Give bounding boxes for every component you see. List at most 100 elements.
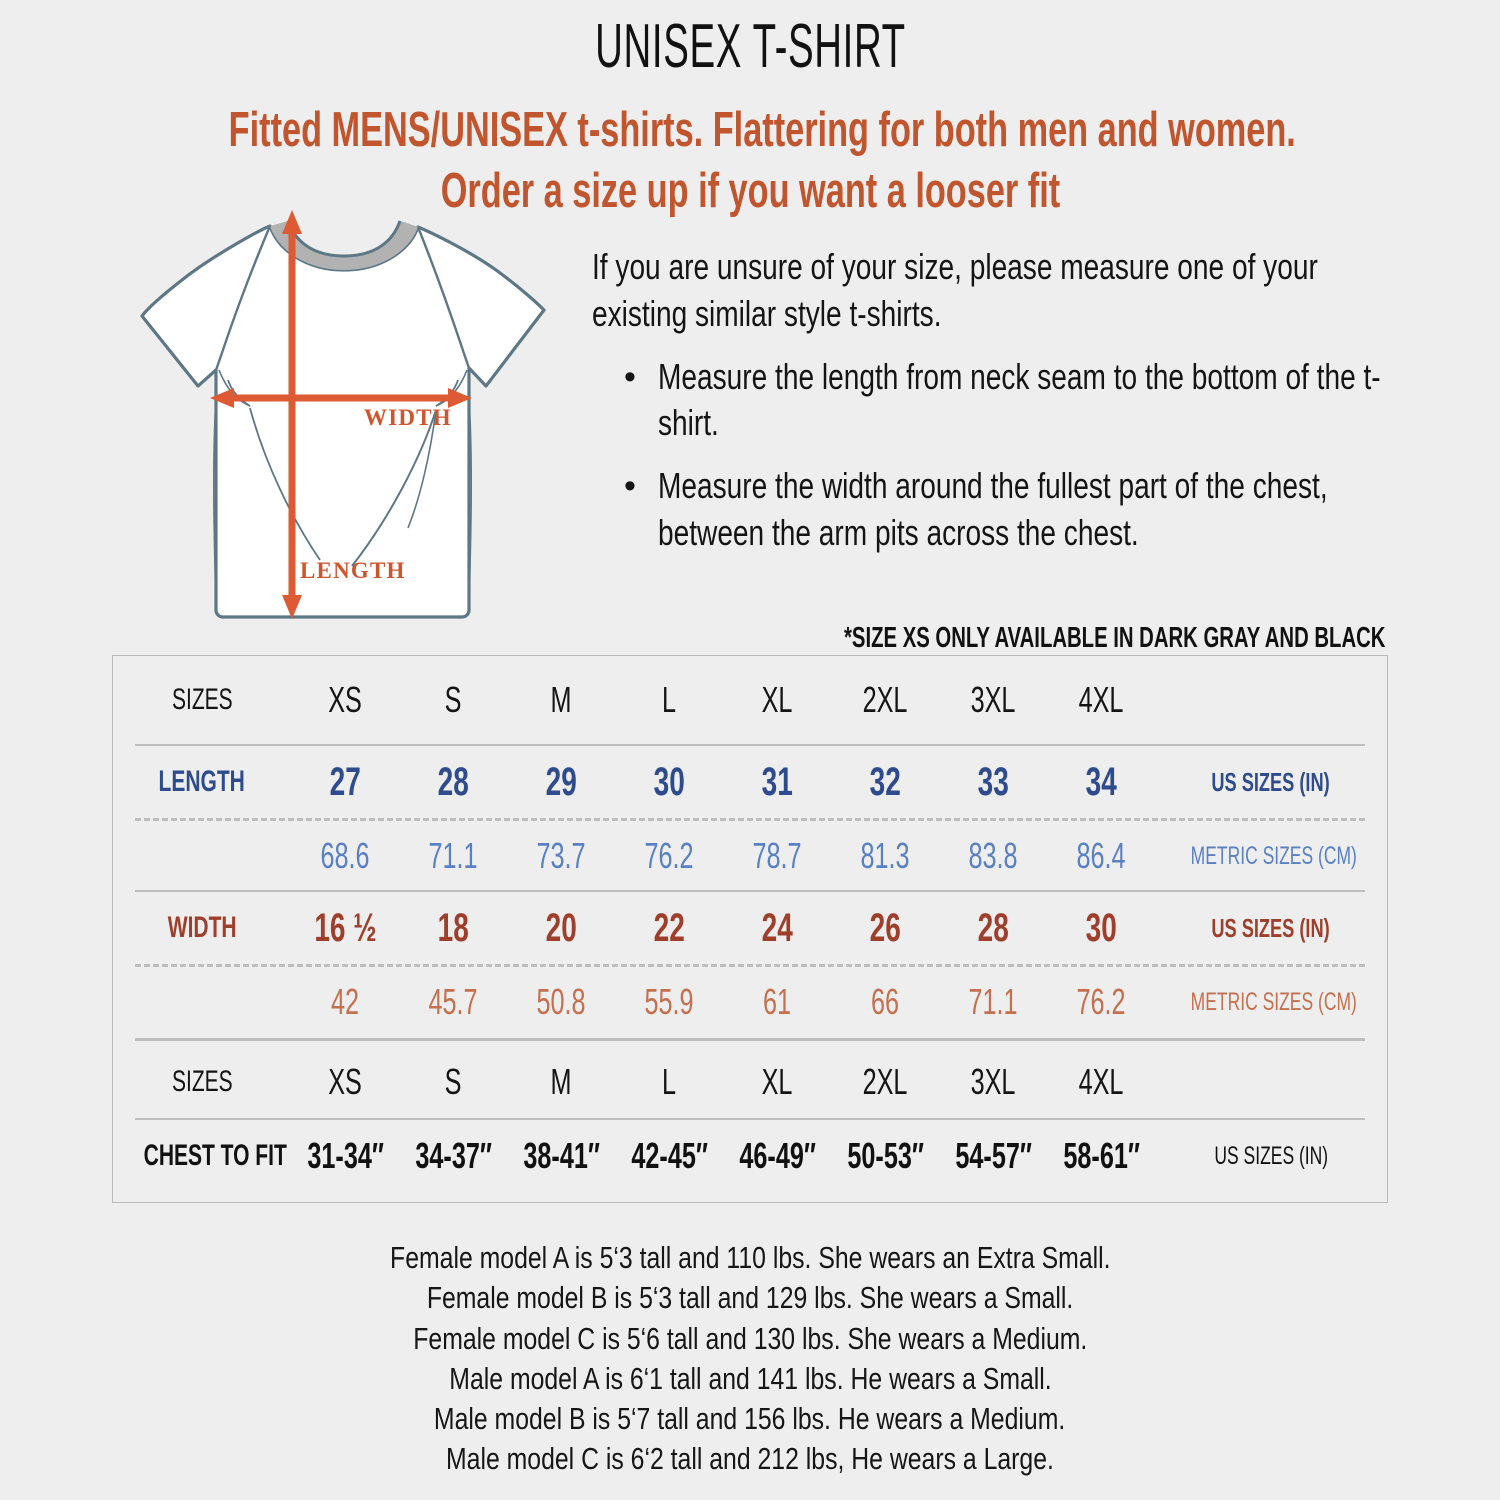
length-us-4xl: 34 [1085,759,1117,804]
length-us-3xl: 33 [977,759,1009,804]
bullet-icon: • [624,467,636,506]
size-col-2xl: 2XL [862,679,908,720]
size-col-l: L [661,679,677,720]
subtitle-line-1: Fitted MENS/UNISEX t-shirts. Flattering … [0,100,1500,161]
page-title: UNISEX T-SHIRT [594,12,906,81]
size-col-m: M [550,679,572,720]
model-note-line: Female model A is 5‘3 tall and 110 lbs. … [389,1240,1111,1275]
chest-xs: 31-34″ [307,1135,384,1176]
length-us-xl: 31 [761,759,793,804]
sizes-header-2-label: SIZES [171,1065,233,1098]
instructions-bullet-1: Measure the length from neck seam to the… [658,355,1381,444]
chest-s: 34-37″ [415,1135,492,1176]
model-note-line: Male model B is 5‘7 tall and 156 lbs. He… [434,1401,1066,1437]
chest-l: 42-45″ [631,1135,708,1176]
model-note-line: Female model B is 5‘3 tall and 129 lbs. … [426,1280,1074,1316]
length-us-unit: US SIZES (IN) [1211,766,1331,797]
subtitle-text-2: Order a size up if you want a looser fit [440,163,1060,218]
width-cm-4xl: 76.2 [1076,981,1126,1022]
width-us-m: 20 [545,905,577,950]
divider-between-length-width [135,890,1365,892]
width-us-3xl: 28 [977,905,1009,950]
page-title-container: UNISEX T-SHIRT [0,14,1500,79]
width-cm-xs: 42 [330,981,360,1022]
bullet-icon: • [624,357,636,396]
divider-before-second-sizes [135,1038,1365,1041]
chest-unit: US SIZES (IN) [1214,1141,1328,1170]
length-cm-s: 71.1 [428,835,478,876]
row-label-length-metric [113,835,291,877]
size-col-s: S [444,679,462,720]
divider-width-dashed [135,964,1365,967]
chest-4xl: 58-61″ [1063,1135,1140,1176]
size2-col-s: S [444,1061,462,1102]
width-cm-l: 55.9 [644,981,694,1022]
length-us-m: 29 [545,759,577,804]
width-us-xs: 16 ½ [313,905,377,950]
table-row-sizes-header: SIZES XS S M L XL 2XL 3XL 4XL [113,664,1387,736]
table-row-chest-to-fit: CHEST TO FIT 31-34″ 34-37″ 38-41″ 42-45″… [113,1120,1387,1192]
measurement-arrows [210,210,472,619]
model-note-line: Male model A is 6‘1 tall and 141 lbs. He… [448,1360,1052,1396]
length-cm-l: 76.2 [644,835,694,876]
model-note-line: Male model C is 6‘2 tall and 212 lbs, He… [446,1441,1054,1477]
subtitle-container: Fitted MENS/UNISEX t-shirts. Flattering … [0,100,1500,222]
width-cm-3xl: 71.1 [968,981,1018,1022]
length-us-2xl: 32 [869,759,901,804]
width-us-2xl: 26 [869,905,901,950]
size2-col-2xl: 2XL [862,1061,908,1102]
size2-col-m: M [550,1061,572,1102]
table-row-length-us: LENGTH 27 28 29 30 31 32 33 34 US SIZES … [113,746,1387,818]
width-us-xl: 24 [761,905,793,950]
chest-m: 38-41″ [523,1135,600,1176]
length-cm-3xl: 83.8 [968,835,1018,876]
size2-col-l: L [661,1061,677,1102]
list-item: • Measure the length from neck seam to t… [624,354,1392,448]
row-label-width-metric [113,981,291,1023]
xs-availability-note: *SIZE XS ONLY AVAILABLE IN DARK GRAY AND… [0,622,1385,655]
length-cm-xl: 78.7 [752,835,802,876]
size-chart-table: SIZES XS S M L XL 2XL 3XL 4XL LENGTH 27 … [112,655,1388,1203]
divider-before-chest [135,1118,1365,1120]
width-us-l: 22 [653,905,685,950]
width-cm-m: 50.8 [536,981,586,1022]
width-cm-xl: 61 [762,981,792,1022]
size-col-xs: XS [328,679,362,720]
size2-col-xl: XL [761,1061,793,1102]
instructions-bullet-list: • Measure the length from neck seam to t… [592,354,1392,557]
table-row-length-metric: 68.6 71.1 73.7 76.2 78.7 81.3 83.8 86.4 … [113,820,1387,892]
sizes-header-label: SIZES [113,683,291,717]
size2-col-xs: XS [328,1061,362,1102]
xs-availability-text: *SIZE XS ONLY AVAILABLE IN DARK GRAY AND… [843,622,1385,654]
length-us-s: 28 [437,759,469,804]
divider-length-dashed [135,818,1365,821]
size-col-xl: XL [761,679,793,720]
length-us-l: 30 [653,759,685,804]
row-label-chest-to-fit: CHEST TO FIT [143,1139,287,1172]
length-cm-xs: 68.6 [320,835,370,876]
instructions-intro-text: If you are unsure of your size, please m… [592,246,1318,334]
length-cm-4xl: 86.4 [1076,835,1126,876]
chest-xl: 46-49″ [739,1135,816,1176]
diagram-width-label: WIDTH [364,405,452,430]
subtitle-line-2: Order a size up if you want a looser fit [0,161,1500,222]
chest-2xl: 50-53″ [847,1135,924,1176]
tshirt-diagram [120,198,570,643]
size-col-4xl: 4XL [1078,679,1124,720]
list-item: • Measure the width around the fullest p… [624,463,1392,557]
instructions-intro: If you are unsure of your size, please m… [592,244,1392,338]
row-label-width: WIDTH [167,911,237,944]
size2-col-4xl: 4XL [1078,1061,1124,1102]
tshirt-body-icon [140,220,546,619]
width-metric-unit: METRIC SIZES (CM) [1190,987,1357,1016]
width-us-s: 18 [437,905,469,950]
length-metric-unit: METRIC SIZES (CM) [1190,841,1357,870]
size2-col-3xl: 3XL [970,1061,1016,1102]
model-note-line: Female model C is 5‘6 tall and 130 lbs. … [412,1320,1088,1356]
diagram-length-label: LENGTH [300,558,406,583]
model-measurements-notes: Female model A is 5‘3 tall and 110 lbs. … [0,1238,1500,1480]
width-us-4xl: 30 [1085,905,1117,950]
width-us-unit: US SIZES (IN) [1211,912,1331,943]
table-row-width-us: WIDTH 16 ½ 18 20 22 24 26 28 30 US SIZES… [113,892,1387,964]
